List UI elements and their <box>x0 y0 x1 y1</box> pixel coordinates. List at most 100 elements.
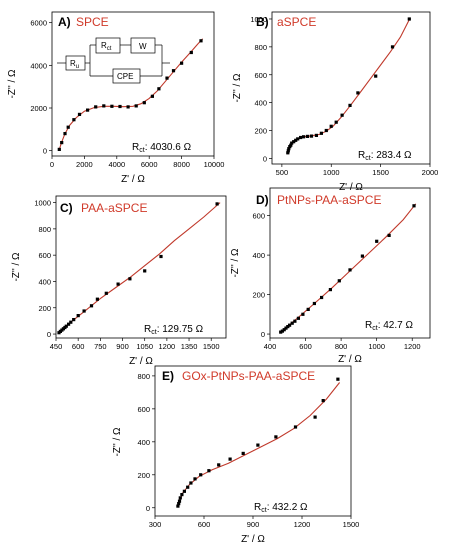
data-point <box>407 17 411 21</box>
data-point <box>390 45 395 49</box>
x-tick-label: 900 <box>247 520 260 529</box>
y-tick-label: 200 <box>137 471 150 480</box>
y-tick-label: 2000 <box>30 104 47 113</box>
equivalent-circuit: Ru Rct W CPE <box>57 37 170 84</box>
x-tick-label: 1500 <box>203 342 220 351</box>
x-tick-label: 1000 <box>368 342 385 351</box>
data-point <box>116 282 120 286</box>
x-tick-label: 900 <box>116 342 129 351</box>
data-point <box>72 118 76 122</box>
panel-e: E) GOx-PtNPs-PAA-aSPCE Rct: 432.2 Ω Z' /… <box>112 365 360 545</box>
fit-line <box>58 38 204 150</box>
y-axis-label: -Z'' / Ω <box>112 427 123 457</box>
y-tick-label: 200 <box>252 291 265 300</box>
data-point <box>334 120 338 124</box>
plot-frame <box>269 187 431 339</box>
y-tick-label: 6000 <box>30 19 47 28</box>
circuit-rct-label: Rct <box>101 41 112 52</box>
data-point <box>67 322 71 326</box>
x-tick-label: 1350 <box>181 342 198 351</box>
data-point <box>412 204 416 208</box>
y-tick-label: 0 <box>146 504 150 513</box>
data-point <box>287 147 291 151</box>
y-tick-label: 600 <box>254 71 267 80</box>
data-point <box>302 135 306 139</box>
data-point <box>180 493 184 497</box>
data-point <box>324 128 328 133</box>
circuit-ru-label: Ru <box>70 59 79 70</box>
y-tick-label: 400 <box>137 438 150 447</box>
data-point <box>82 309 86 313</box>
rct-annotation: Rct: 283.4 Ω <box>358 150 412 162</box>
data-point <box>217 463 221 467</box>
x-tick-label: 1200 <box>294 520 311 529</box>
y-tick-label: 800 <box>38 225 51 234</box>
y-tick-label: 200 <box>254 127 267 136</box>
data-point <box>215 202 219 206</box>
circuit-rct-element <box>95 37 121 54</box>
data-point <box>290 141 294 145</box>
x-axis-label: Z' / Ω <box>129 356 153 367</box>
data-point <box>374 74 378 78</box>
y-tick-label: 600 <box>252 212 265 221</box>
y-axis-label: -Z'' / Ω <box>11 252 22 282</box>
data-point <box>177 499 182 503</box>
x-tick-label: 750 <box>94 342 107 351</box>
data-point <box>286 151 290 155</box>
data-point <box>299 135 303 140</box>
data-point <box>279 330 283 334</box>
data-point <box>305 134 310 138</box>
data-point <box>321 399 325 403</box>
x-tick-label: 1200 <box>159 342 176 351</box>
data-point <box>286 325 290 329</box>
data-point <box>296 316 300 320</box>
data-point <box>199 39 203 43</box>
data-point <box>337 279 341 283</box>
data-point <box>290 321 294 325</box>
data-point <box>89 304 94 308</box>
x-axis-label: Z' / Ω <box>121 174 145 185</box>
panel-title: PtNPs-PAA-aSPCE <box>277 193 381 207</box>
x-axis-label: Z' / Ω <box>241 534 265 545</box>
panel-title: aSPCE <box>277 15 316 29</box>
data-point <box>375 239 379 243</box>
x-tick-label: 600 <box>198 520 211 529</box>
panel-a: A) SPCE Ru Rct W CPE Rct: 4030.6 Ω Z' / … <box>7 11 224 185</box>
data-point <box>64 324 68 328</box>
y-tick-label: 4000 <box>30 61 47 70</box>
y-tick-label: 400 <box>38 277 51 286</box>
y-tick-label: 400 <box>254 99 267 108</box>
y-axis-label: -Z'' / Ω <box>7 69 18 99</box>
circuit-w-element <box>130 37 156 54</box>
x-tick-label: 450 <box>50 342 63 351</box>
data-point <box>118 104 122 109</box>
data-point <box>336 377 340 381</box>
data-point <box>150 94 154 98</box>
circuit-w-label: W <box>139 42 147 51</box>
data-point <box>157 87 161 91</box>
x-tick-label: 400 <box>264 342 277 351</box>
y-tick-label: 600 <box>38 251 51 260</box>
x-tick-label: 1500 <box>343 520 360 529</box>
data-point <box>348 268 352 272</box>
circuit-cpe-label: CPE <box>117 72 133 81</box>
data-point <box>329 124 333 128</box>
data-point <box>360 254 364 258</box>
data-point <box>280 329 284 333</box>
data-point <box>313 415 317 419</box>
data-point <box>182 489 186 493</box>
data-point <box>228 457 232 461</box>
data-point <box>309 134 314 138</box>
data-point <box>292 140 296 144</box>
y-tick-label: 0 <box>47 330 51 339</box>
data-point <box>293 319 297 323</box>
data-point <box>142 101 146 105</box>
data-point <box>176 504 180 508</box>
data-point <box>282 328 286 332</box>
x-axis-label: Z' / Ω <box>338 354 362 365</box>
data-point <box>340 113 344 117</box>
x-tick-label: 0 <box>50 160 54 169</box>
data-point <box>319 131 323 135</box>
x-tick-label: 300 <box>149 520 162 529</box>
y-axis-label: -Z'' / Ω <box>232 73 243 103</box>
